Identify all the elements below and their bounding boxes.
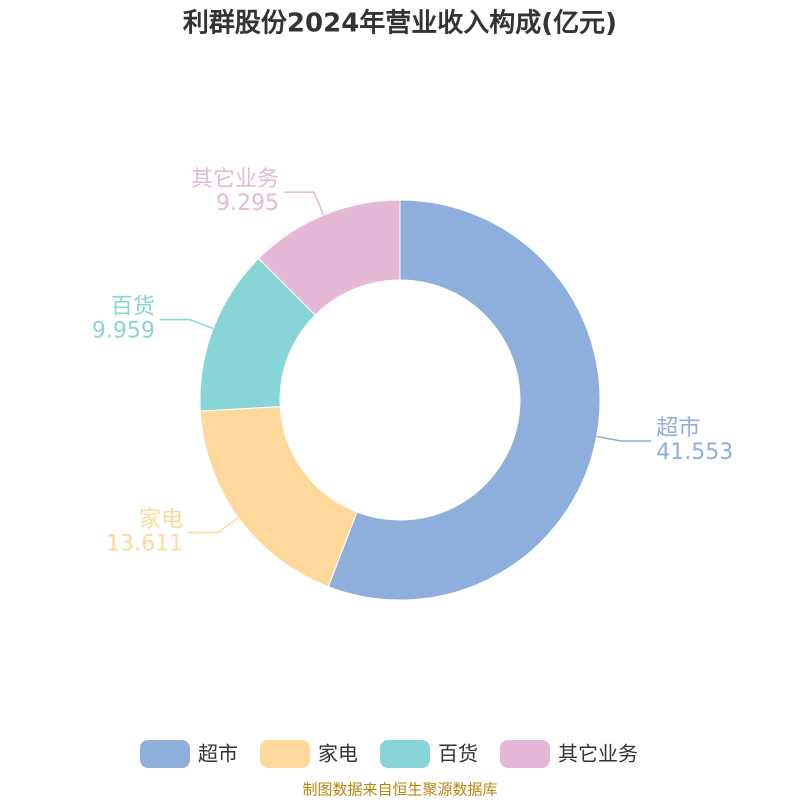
leader-line (283, 191, 325, 216)
slice-label: 超市 (656, 416, 700, 441)
donut-slice (257, 199, 401, 316)
legend-label: 家电 (318, 742, 358, 766)
slice-value: 9.959 (92, 319, 155, 344)
leader-line (159, 318, 214, 330)
slice-value: 9.295 (216, 191, 279, 216)
slice-label: 其它业务 (191, 167, 279, 192)
legend-swatch (260, 740, 310, 768)
leader-line (188, 517, 239, 534)
legend-label: 其它业务 (558, 742, 638, 766)
donut-slice (327, 199, 601, 601)
leader-line (596, 435, 652, 442)
slice-label: 百货 (111, 295, 155, 320)
legend-label: 百货 (438, 742, 478, 766)
slice-value: 41.553 (656, 440, 733, 465)
legend-swatch (380, 740, 430, 768)
legend-swatch (500, 740, 550, 768)
legend-swatch (140, 740, 190, 768)
source-note: 制图数据来自恒生聚源数据库 (302, 781, 497, 799)
chart-title: 利群股份2024年营业收入构成(亿元) (183, 8, 617, 39)
slice-label: 家电 (139, 507, 183, 532)
slice-value: 13.611 (106, 531, 183, 556)
legend-label: 超市 (198, 742, 238, 766)
donut-slice (199, 406, 358, 588)
